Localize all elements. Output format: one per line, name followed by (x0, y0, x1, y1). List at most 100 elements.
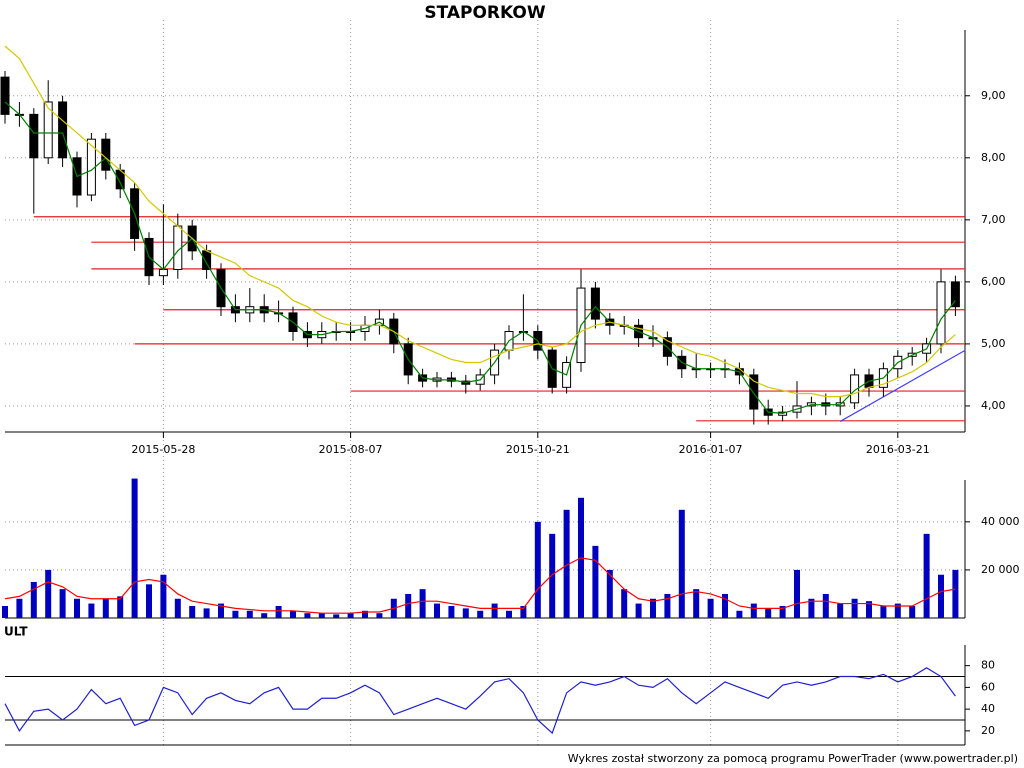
y-tick-label: 9,00 (981, 89, 1006, 102)
volume-bar (146, 584, 152, 618)
volume-average (4, 557, 956, 614)
volume-bar (808, 598, 815, 618)
candle-body (749, 374, 759, 410)
volume-bar (549, 533, 556, 618)
volume-bar (59, 589, 66, 618)
volume-bar (736, 610, 743, 618)
volume-bar (218, 603, 224, 618)
y-tick-label: 6,00 (981, 275, 1006, 288)
y-tick-label: 4,00 (981, 399, 1006, 412)
candle-body (0, 76, 10, 115)
volume-bar (866, 601, 872, 618)
candle-body (850, 374, 860, 404)
moving-average (4, 45, 956, 398)
volume-bar (304, 613, 311, 618)
x-tick-label: 2015-08-07 (319, 443, 383, 456)
indicator-line (4, 667, 956, 735)
volume-bar (938, 574, 944, 618)
volume-bar (491, 603, 498, 618)
y-tick-label: 60 (981, 680, 995, 693)
candle-body (950, 281, 960, 308)
volume-bar (160, 574, 167, 618)
y-tick-label: 40 000 (981, 515, 1020, 528)
volume-bar (837, 603, 844, 618)
volume-bar (606, 569, 613, 618)
volume-bar (592, 545, 599, 618)
volume-bar (189, 605, 196, 618)
indicator-title: ULT (4, 625, 28, 639)
volume-bar (707, 598, 714, 618)
candle-body (29, 113, 39, 159)
volume-bar (520, 605, 527, 618)
volume-bar (102, 598, 109, 618)
x-tick-label: 2015-10-21 (506, 443, 570, 456)
volume-bar (880, 605, 887, 618)
volume-bar (434, 603, 440, 618)
volume-bar (88, 603, 95, 618)
y-tick-label: 20 000 (981, 563, 1020, 576)
x-tick-label: 2015-05-28 (131, 443, 195, 456)
y-tick-label: 8,00 (981, 151, 1006, 164)
volume-bar (290, 610, 296, 618)
volume-bar (246, 610, 253, 618)
volume-bar (74, 598, 80, 618)
volume-bar (750, 603, 757, 618)
volume-bar (794, 569, 800, 618)
volume-bar (203, 608, 210, 618)
volume-bar (2, 605, 8, 618)
volume-bar (563, 509, 570, 618)
y-tick-label: 40 (981, 702, 995, 715)
volume-bar (232, 610, 239, 618)
volume-bar (851, 598, 858, 618)
volume-bar (16, 598, 23, 618)
candle-body (58, 101, 68, 159)
y-tick-label: 80 (981, 659, 995, 672)
chart-title: STAPORKOW (424, 3, 546, 23)
volume-bar (405, 593, 412, 618)
volume-bar (347, 613, 354, 618)
volume-bar (650, 598, 656, 618)
volume-bar (333, 614, 340, 618)
x-tick-label: 2016-01-07 (679, 443, 743, 456)
volume-bar (275, 605, 282, 618)
volume-bar (45, 569, 52, 618)
volume-bar (765, 608, 772, 618)
volume-bar (477, 610, 484, 618)
volume-bar (419, 589, 426, 618)
volume-bar (362, 610, 368, 618)
volume-bar (462, 608, 469, 618)
volume-bar (722, 593, 728, 618)
candle-body (590, 287, 600, 320)
volume-bar (693, 589, 700, 618)
y-tick-label: 5,00 (981, 337, 1006, 350)
footer: Wykres został stworzony za pomocą progra… (568, 752, 1018, 765)
candle-body (202, 250, 212, 270)
volume-bar (506, 610, 512, 618)
volume-bar (621, 589, 628, 618)
volume-bar (448, 605, 455, 618)
moving-average (4, 101, 956, 414)
volume-bar (117, 596, 124, 618)
volume-bar (664, 593, 671, 618)
volume-bar (318, 613, 325, 618)
volume-bar (261, 613, 268, 618)
candle-body (936, 281, 946, 345)
volume-bar (779, 605, 786, 618)
volume-bar (909, 605, 916, 618)
volume-bar (822, 593, 829, 618)
volume-bar (923, 533, 930, 618)
volume-bar (30, 581, 37, 618)
y-tick-label: 7,00 (981, 213, 1006, 226)
volume-bar (678, 509, 685, 618)
volume-bar (894, 603, 901, 618)
volume-bar (174, 598, 181, 618)
volume-bar (376, 613, 383, 618)
trend-line (839, 349, 966, 422)
volume-bar (131, 478, 138, 618)
x-tick-label: 2016-03-21 (866, 443, 930, 456)
y-tick-label: 20 (981, 724, 995, 737)
candle-body (43, 101, 53, 159)
candle-body (158, 268, 168, 277)
volume-bar (952, 569, 959, 618)
